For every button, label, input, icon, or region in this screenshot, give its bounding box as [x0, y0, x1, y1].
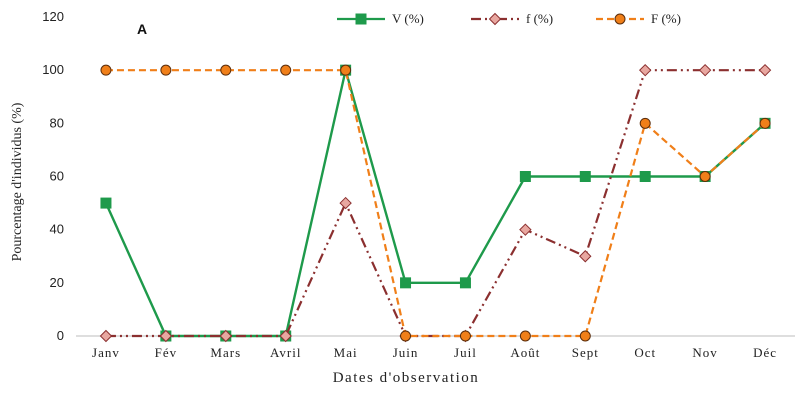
- y-axis-title: Pourcentage d'individus (%): [10, 102, 25, 261]
- data-point: [579, 250, 592, 263]
- data-point: [400, 277, 412, 289]
- x-axis-ticks: Janv Fév Mars Avril Mai Juin Juil Août Sept Oct No…: [92, 345, 777, 360]
- y-axis-ticks: 0 20 40 60 80 100 120: [42, 9, 64, 343]
- data-point: [639, 171, 651, 182]
- data-point: [698, 63, 712, 77]
- x-tick-label: Nov: [692, 345, 717, 360]
- panel-label: A: [137, 21, 147, 37]
- legend-marker: [355, 13, 367, 25]
- x-tick-label: Juil: [454, 345, 477, 360]
- y-tick-label: 20: [50, 275, 64, 290]
- legend-entry: V (%): [337, 11, 424, 26]
- data-point: [100, 197, 112, 209]
- x-tick-label: Déc: [753, 345, 777, 360]
- data-point: [400, 330, 412, 342]
- data-point: [639, 63, 652, 77]
- y-tick-label: 120: [42, 9, 64, 24]
- legend-marker: [488, 12, 502, 26]
- y-tick-label: 40: [50, 222, 64, 237]
- series-1: [100, 64, 771, 342]
- data-point: [579, 171, 591, 182]
- legend-entry: F (%): [596, 11, 681, 26]
- series-2: [99, 63, 772, 343]
- legend-marker: [614, 13, 626, 25]
- y-tick-label: 80: [50, 115, 64, 130]
- data-point: [519, 223, 532, 236]
- series-line: [104, 69, 766, 338]
- x-tick-label: Oct: [634, 345, 656, 360]
- data-point: [99, 329, 113, 343]
- legend-label: f (%): [526, 11, 553, 26]
- legend-entry: f (%): [471, 11, 553, 26]
- data-point: [459, 277, 471, 289]
- data-point: [758, 63, 772, 77]
- x-axis-title: Dates d'observation: [333, 370, 480, 386]
- data-point: [159, 329, 173, 343]
- x-tick-label: Mars: [210, 345, 241, 360]
- data-point: [219, 329, 232, 343]
- data-point: [340, 64, 352, 76]
- series-3: [100, 64, 771, 342]
- series-layer: [99, 63, 772, 343]
- x-tick-label: Avril: [270, 345, 301, 360]
- series-line: [105, 69, 766, 338]
- data-point: [280, 64, 292, 76]
- legend-label: F (%): [651, 11, 681, 26]
- data-point: [160, 64, 172, 76]
- data-point: [519, 171, 531, 182]
- data-point: [519, 330, 531, 342]
- data-point: [279, 329, 292, 343]
- data-point: [639, 117, 651, 129]
- x-tick-label: Fév: [155, 345, 178, 360]
- y-tick-label: 100: [42, 62, 64, 77]
- x-tick-label: Sept: [572, 345, 599, 360]
- data-point: [220, 64, 232, 76]
- data-point: [699, 171, 711, 182]
- x-tick-label: Janv: [92, 345, 120, 360]
- x-tick-label: Août: [510, 345, 540, 360]
- x-tick-label: Juin: [393, 345, 419, 360]
- x-tick-label: Mai: [334, 345, 358, 360]
- legend-label: V (%): [392, 11, 424, 26]
- y-tick-label: 0: [57, 328, 64, 343]
- data-point: [579, 330, 591, 342]
- data-point: [459, 330, 471, 342]
- legend: V (%) f (%) F (%): [337, 11, 681, 26]
- series-line: [105, 69, 766, 338]
- data-point: [339, 196, 352, 210]
- data-point: [100, 64, 112, 76]
- y-tick-label: 60: [50, 169, 64, 184]
- data-point: [759, 117, 771, 129]
